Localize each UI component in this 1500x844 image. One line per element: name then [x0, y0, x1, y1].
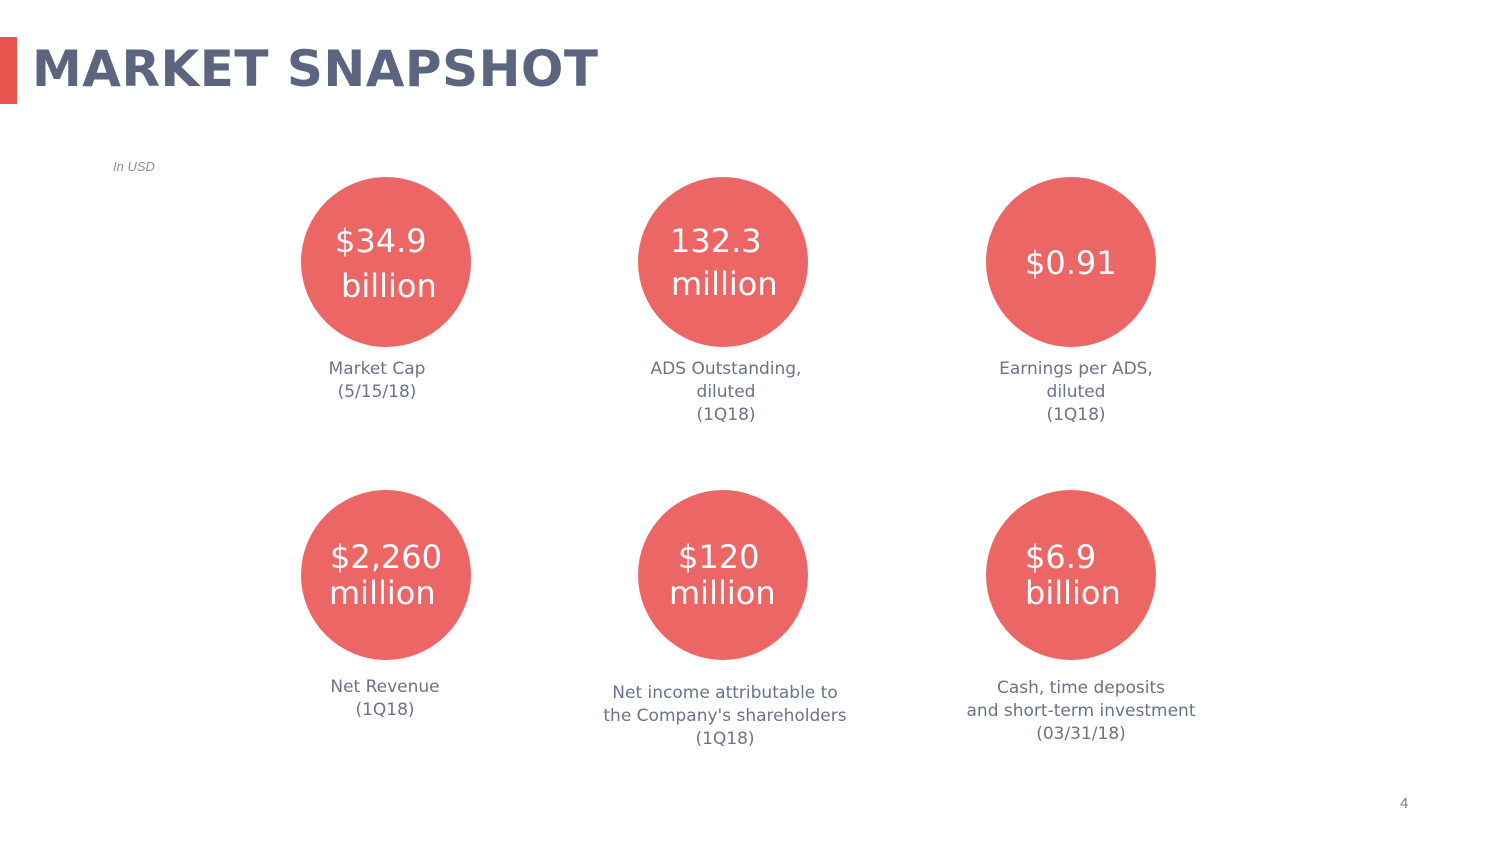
- metric-value-line1: $0.91: [1025, 244, 1117, 282]
- metric-value-line2: million: [329, 574, 436, 612]
- caption-line: (5/15/18): [337, 382, 417, 402]
- caption-line: the Company's shareholders: [603, 706, 847, 726]
- caption-line: ADS Outstanding,: [650, 359, 802, 379]
- metric-value-line1: $120: [678, 538, 760, 576]
- metric-value-line1: 132.3: [670, 222, 762, 260]
- caption-line: Cash, time deposits: [996, 678, 1166, 698]
- units-note: In USD: [113, 159, 155, 174]
- metric-value-line1: $2,260: [330, 538, 442, 576]
- caption-line: diluted: [696, 382, 756, 402]
- page-number: 4: [1400, 795, 1409, 812]
- metric-circle-net-revenue: $2,260 million: [301, 490, 471, 660]
- metric-circle-net-income: $120 million: [638, 490, 808, 660]
- caption-line: diluted: [1046, 382, 1106, 402]
- metric-value-line1: $6.9: [1025, 538, 1097, 576]
- metric-value-line1: $34.9: [335, 222, 427, 260]
- title-accent-bar: [0, 37, 17, 104]
- page-title: MARKET SNAPSHOT: [32, 40, 599, 98]
- caption-line: and short-term investment: [966, 701, 1196, 721]
- caption-line: Net income attributable to: [612, 683, 838, 703]
- metric-circle-eps: $0.91: [986, 177, 1156, 347]
- metric-caption-net-income: Net income attributable to the Company's…: [585, 682, 865, 751]
- metric-circle-ads-outstanding: 132.3 million: [638, 177, 808, 347]
- caption-line: (1Q18): [355, 700, 415, 720]
- caption-line: Earnings per ADS,: [999, 359, 1153, 379]
- metric-caption-cash: Cash, time deposits and short-term inves…: [941, 677, 1221, 746]
- metric-circle-market-cap: $34.9 billion: [301, 177, 471, 347]
- caption-line: Net Revenue: [330, 677, 440, 697]
- caption-line: (1Q18): [696, 405, 756, 425]
- metric-circle-cash: $6.9 billion: [986, 490, 1156, 660]
- metric-value-line2: million: [671, 265, 778, 303]
- metric-value-line2: billion: [341, 267, 437, 305]
- metric-value-line2: million: [669, 574, 776, 612]
- caption-line: (1Q18): [1046, 405, 1106, 425]
- metric-caption-net-revenue: Net Revenue (1Q18): [285, 676, 485, 722]
- metric-value-line2: billion: [1025, 574, 1121, 612]
- metric-caption-market-cap: Market Cap (5/15/18): [277, 358, 477, 404]
- metric-caption-ads-outstanding: ADS Outstanding, diluted (1Q18): [611, 358, 841, 427]
- caption-line: Market Cap: [328, 359, 426, 379]
- caption-line: (1Q18): [695, 729, 755, 749]
- caption-line: (03/31/18): [1036, 724, 1126, 744]
- metric-caption-eps: Earnings per ADS, diluted (1Q18): [961, 358, 1191, 427]
